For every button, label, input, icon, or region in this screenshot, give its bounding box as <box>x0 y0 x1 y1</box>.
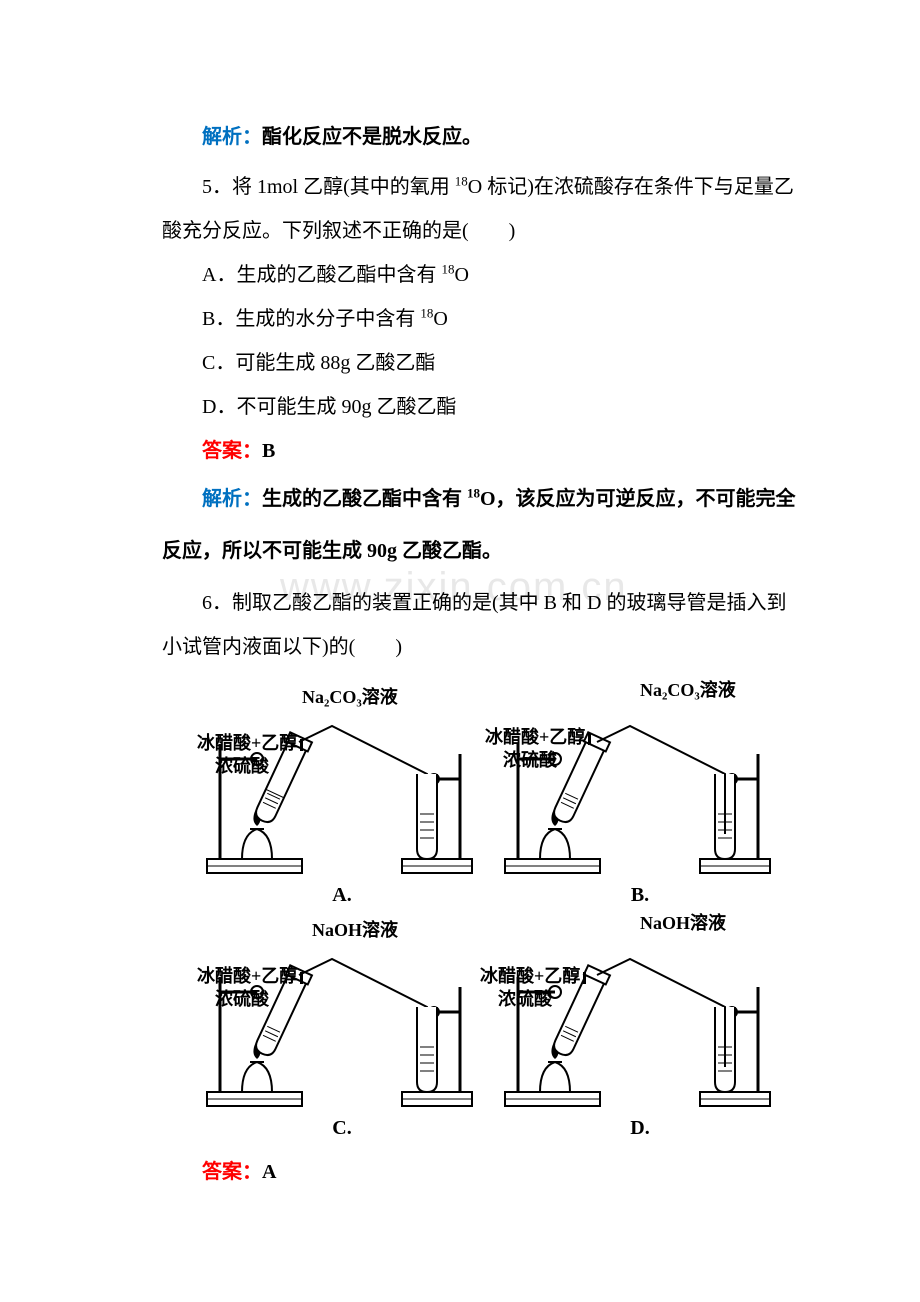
pointer-icon <box>300 739 303 751</box>
fig-label-b: B. <box>500 884 780 907</box>
answer-value: A <box>262 1161 276 1183</box>
apparatus-svg-b <box>500 684 780 879</box>
opt-d: D．不可能生成 90g 乙酸乙酯 <box>202 396 456 418</box>
reagent-label-a: 冰醋酸+乙醇 浓硫酸 <box>197 732 303 779</box>
figure-c: NaOH溶液 冰醋酸+乙醇 浓硫酸 C. <box>202 917 482 1140</box>
opt-c: C．可能生成 88g 乙酸乙酯 <box>202 352 435 374</box>
q5-opt-a: A．生成的乙酸乙酯中含有 18O <box>162 253 800 297</box>
reagent-label-d: 冰醋酸+乙醇 浓硫酸 <box>480 965 586 1012</box>
q6-stem: 6．制取乙酸乙酯的装置正确的是(其中 B 和 D 的玻璃导管是插入到小试管内液面… <box>162 581 800 669</box>
collector-label-c: NaOH溶液 <box>312 919 398 942</box>
analysis-text: 酯化反应不是脱水反应。 <box>262 126 482 148</box>
fig-label-a: A. <box>202 884 482 907</box>
opt-a-p1: A．生成的乙酸乙酯中含有 <box>202 264 441 286</box>
collector-label-d: NaOH溶液 <box>640 912 726 935</box>
apparatus-svg-c <box>202 917 482 1112</box>
fig-label-d: D. <box>500 1117 780 1140</box>
pointer-icon <box>588 733 591 745</box>
q5-analysis: 解析：生成的乙酸乙酯中含有 18O，该反应为可逆反应，不可能完全反应，所以不可能… <box>162 473 800 577</box>
q5-sup1: 18 <box>455 173 468 188</box>
answer-label: 答案： <box>202 440 262 462</box>
opt-b-p1: B．生成的水分子中含有 <box>202 308 420 330</box>
q6-stem-text: 制取乙酸乙酯的装置正确的是(其中 B 和 D 的玻璃导管是插入到小试管内液面以下… <box>162 592 786 658</box>
figure-area: Na₂CO₃溶液 冰醋酸+乙醇 浓硫酸 A. <box>202 684 780 1140</box>
pointer-icon <box>300 972 303 984</box>
apparatus-d: NaOH溶液 冰醋酸+乙醇 浓硫酸 <box>500 917 780 1112</box>
apparatus-b: Na₂CO₃溶液 冰醋酸+乙醇 浓硫酸 <box>500 684 780 879</box>
page-content: 解析：酯化反应不是脱水反应。 5．将 1mol 乙醇(其中的氧用 18O 标记)… <box>162 115 800 1194</box>
analysis-p1: 生成的乙酸乙酯中含有 <box>262 488 467 510</box>
answer-value: B <box>262 440 275 462</box>
opt-a-p2: O <box>454 264 468 286</box>
collector-label-a: Na₂CO₃溶液 <box>302 686 398 709</box>
pointer-icon <box>583 972 586 984</box>
q5-stem-p1: 将 1mol 乙醇(其中的氧用 <box>232 176 455 198</box>
collector-label-b: Na₂CO₃溶液 <box>640 679 736 702</box>
figure-row-1: Na₂CO₃溶液 冰醋酸+乙醇 浓硫酸 A. <box>202 684 780 907</box>
q5-stem: 5．将 1mol 乙醇(其中的氧用 18O 标记)在浓硫酸存在条件下与足量乙酸充… <box>162 165 800 253</box>
q5-number: 5． <box>202 176 232 198</box>
figure-row-2: NaOH溶液 冰醋酸+乙醇 浓硫酸 C. <box>202 917 780 1140</box>
analysis-label: 解析： <box>202 126 262 148</box>
q5-opt-d: D．不可能生成 90g 乙酸乙酯 <box>162 385 800 429</box>
analysis-label: 解析： <box>202 488 262 510</box>
answer-label: 答案： <box>202 1161 262 1183</box>
apparatus-a: Na₂CO₃溶液 冰醋酸+乙醇 浓硫酸 <box>202 684 482 879</box>
opt-b-sup: 18 <box>420 305 433 320</box>
opt-a-sup: 18 <box>441 261 454 276</box>
figure-a: Na₂CO₃溶液 冰醋酸+乙醇 浓硫酸 A. <box>202 684 482 907</box>
q5-opt-c: C．可能生成 88g 乙酸乙酯 <box>162 341 800 385</box>
q6-answer: 答案：A <box>162 1150 800 1194</box>
opt-b-p2: O <box>433 308 447 330</box>
fig-label-c: C. <box>202 1117 482 1140</box>
q6-number: 6． <box>202 592 232 614</box>
apparatus-c: NaOH溶液 冰醋酸+乙醇 浓硫酸 <box>202 917 482 1112</box>
q4-analysis: 解析：酯化反应不是脱水反应。 <box>162 115 800 159</box>
analysis-sup: 18 <box>467 485 480 500</box>
figure-b: Na₂CO₃溶液 冰醋酸+乙醇 浓硫酸 B. <box>500 684 780 907</box>
reagent-label-c: 冰醋酸+乙醇 浓硫酸 <box>197 965 303 1012</box>
reagent-label-b: 冰醋酸+乙醇 浓硫酸 <box>485 726 591 773</box>
q5-opt-b: B．生成的水分子中含有 18O <box>162 297 800 341</box>
q5-answer: 答案：B <box>162 429 800 473</box>
apparatus-svg-a <box>202 684 482 879</box>
apparatus-svg-d <box>500 917 780 1112</box>
figure-d: NaOH溶液 冰醋酸+乙醇 浓硫酸 D. <box>500 917 780 1140</box>
